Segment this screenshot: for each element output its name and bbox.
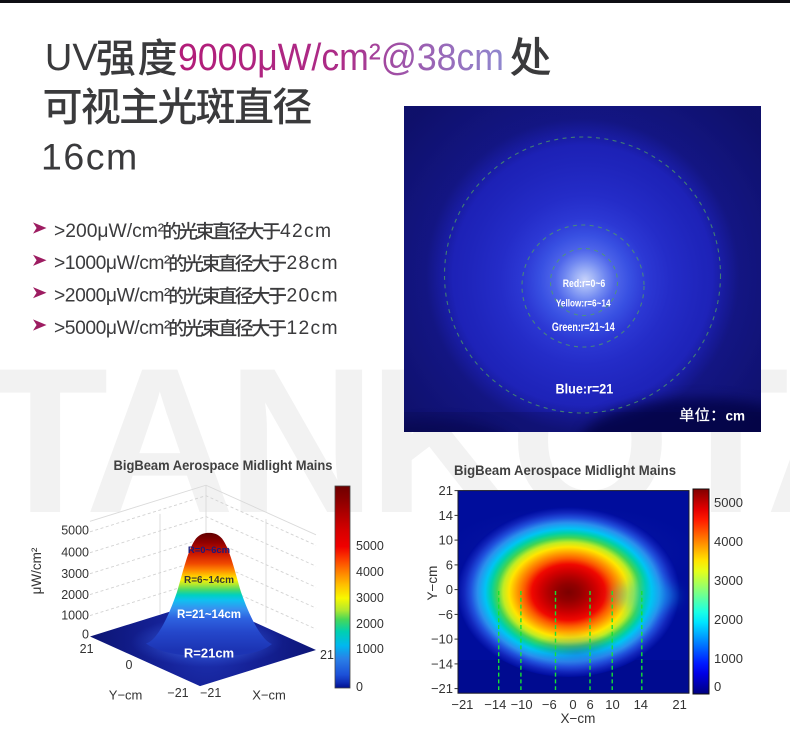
svg-text:−14: −14 [484,697,506,712]
svg-text:−21: −21 [200,686,221,700]
svg-text:21: 21 [672,697,686,712]
svg-text:4000: 4000 [356,565,384,579]
svg-text:10: 10 [439,533,453,548]
svg-text:>2000μW/cm²: >2000μW/cm² [54,286,171,307]
svg-text:5000: 5000 [61,524,89,538]
svg-text:2000: 2000 [356,617,384,631]
svg-text:−10: −10 [511,697,533,712]
svg-text:21: 21 [439,483,453,498]
svg-text:−21: −21 [167,686,188,700]
svg-text:16cm: 16cm [41,136,139,178]
svg-text:20cm: 20cm [287,286,339,307]
svg-text:>1000μW/cm²: >1000μW/cm² [54,253,171,274]
svg-text:Red:r=0~6: Red:r=0~6 [563,278,606,290]
svg-text:0: 0 [446,582,453,597]
svg-text:Blue:r=21: Blue:r=21 [556,381,614,397]
svg-text:4000: 4000 [61,546,89,560]
svg-text:−21: −21 [431,681,453,696]
svg-text:10: 10 [605,697,619,712]
svg-text:0: 0 [356,680,363,694]
svg-text:μW/cm²: μW/cm² [29,547,44,594]
svg-text:X−cm: X−cm [561,711,596,726]
svg-text:R=0~6cm: R=0~6cm [188,545,230,556]
svg-text:28cm: 28cm [287,253,339,274]
svg-text:R=6~14cm: R=6~14cm [184,575,234,586]
svg-text:−10: −10 [431,632,453,647]
svg-text:2000: 2000 [714,612,743,627]
svg-text:BigBeam Aerospace Midlight Mai: BigBeam Aerospace Midlight Mains [114,458,333,473]
svg-text:4000: 4000 [714,534,743,549]
svg-text:3000: 3000 [714,573,743,588]
svg-text:Y−cm: Y−cm [109,688,143,703]
svg-text:21: 21 [320,648,334,662]
svg-text:3000: 3000 [356,591,384,605]
svg-text:42cm: 42cm [280,221,332,242]
svg-text:1000: 1000 [356,642,384,656]
svg-text:12cm: 12cm [287,318,339,339]
svg-text:0: 0 [126,658,133,672]
svg-text:3000: 3000 [61,567,89,581]
svg-text:1000: 1000 [714,651,743,666]
svg-text:Yellow:r=6~14: Yellow:r=6~14 [556,296,611,308]
svg-text:0: 0 [569,697,576,712]
svg-text:Green:r=21~14: Green:r=21~14 [552,322,615,334]
svg-text:>200μW/cm²: >200μW/cm² [54,221,165,242]
svg-text:X−cm: X−cm [252,688,286,703]
svg-text:6: 6 [586,697,593,712]
svg-text:UV: UV [45,37,98,79]
svg-text:Y−cm: Y−cm [425,566,440,601]
svg-text:−14: −14 [431,656,453,671]
svg-text:0: 0 [714,679,721,694]
svg-text:>5000μW/cm²: >5000μW/cm² [54,318,171,339]
svg-text:0: 0 [82,628,89,642]
svg-text:−6: −6 [542,697,557,712]
svg-text:BigBeam Aerospace Midlight Mai: BigBeam Aerospace Midlight Mains [454,463,676,478]
svg-text:R=21~14cm: R=21~14cm [177,609,241,621]
svg-text:14: 14 [634,697,648,712]
svg-text:21: 21 [80,642,94,656]
svg-text:9000μW/cm²@38cm: 9000μW/cm²@38cm [178,37,504,79]
svg-text:6: 6 [446,557,453,572]
svg-text:14: 14 [439,508,453,523]
svg-text:R=21cm: R=21cm [184,646,234,661]
svg-text:1000: 1000 [61,609,89,623]
svg-text:−21: −21 [451,697,473,712]
svg-text:2000: 2000 [61,588,89,602]
svg-text:cm: cm [726,409,746,424]
svg-text:−6: −6 [438,607,453,622]
svg-text:5000: 5000 [356,539,384,553]
svg-text:5000: 5000 [714,495,743,510]
